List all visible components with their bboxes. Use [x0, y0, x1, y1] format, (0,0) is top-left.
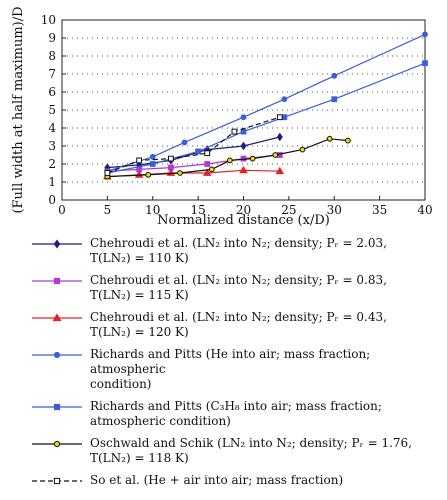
series-4 [104, 31, 428, 175]
data-point [422, 31, 428, 38]
legend-item: Richards and Pitts (C₃H₈ into air; mass … [30, 399, 440, 429]
data-point [276, 114, 283, 121]
y-axis-label: (Full width at half maximum)/D [11, 6, 26, 213]
y-tick-label: 8 [48, 49, 56, 63]
legend-item: Oschwald and Schik (LN₂ into N₂; density… [30, 436, 440, 466]
data-point [208, 166, 215, 173]
data-point [53, 440, 61, 448]
data-point [299, 146, 306, 153]
legend-swatch [32, 277, 82, 285]
series-layer [103, 31, 428, 180]
legend-item: Richards and Pitts (He into air; mass fr… [30, 347, 440, 392]
data-point [281, 96, 288, 103]
x-tick-label: 35 [372, 203, 387, 217]
data-point [168, 155, 174, 162]
data-point [104, 170, 111, 176]
y-tick-label: 10 [41, 13, 56, 27]
data-point [331, 96, 338, 103]
y-tick-label: 1 [48, 175, 56, 189]
series-line [107, 138, 348, 178]
data-point [240, 128, 247, 135]
data-point [202, 168, 212, 176]
y-tick-label: 0 [48, 193, 56, 207]
data-point [326, 135, 333, 142]
data-point [53, 477, 61, 485]
legend-swatch [32, 477, 82, 485]
y-tick-label: 4 [48, 121, 56, 135]
x-tick-label: 20 [236, 203, 251, 217]
legend-label: Richards and Pitts (He into air; mass fr… [90, 347, 371, 391]
legend-label: So et al. (He + air into air; mass fract… [90, 473, 344, 487]
legend-item: Chehroudi et al. (LN₂ into N₂; density; … [30, 310, 440, 340]
series-line [107, 116, 280, 174]
legend-swatch [32, 440, 82, 448]
data-point [344, 137, 351, 144]
legend-item: So et al. (He + air into air; mass fract… [30, 473, 440, 488]
series-line [107, 154, 280, 172]
y-tick-label: 5 [48, 103, 56, 117]
y-tick-label: 2 [48, 157, 56, 171]
data-point [204, 161, 211, 167]
legend-label: Oschwald and Schik (LN₂ into N₂; density… [90, 436, 412, 465]
data-point [249, 155, 256, 162]
data-point [53, 277, 61, 285]
data-point [226, 157, 233, 164]
data-point [276, 132, 283, 142]
series-line [107, 136, 280, 169]
data-point [195, 148, 202, 155]
data-point [239, 165, 248, 174]
data-point [331, 72, 338, 79]
x-tick-label: 15 [190, 203, 205, 217]
x-tick-label: 40 [417, 203, 432, 217]
x-tick-label: 30 [327, 203, 342, 217]
data-point [52, 313, 62, 322]
data-point [136, 157, 143, 164]
y-tick-label: 3 [48, 139, 56, 153]
x-axis-label: Normalized distance (x/D) [157, 213, 330, 228]
legend-item: Chehroudi et al. (LN₂ into N₂; density; … [30, 236, 440, 266]
series-line [107, 33, 426, 172]
legend-label: Chehroudi et al. (LN₂ into N₂; density; … [90, 236, 387, 265]
data-point [53, 351, 61, 359]
data-point [53, 403, 61, 411]
data-point [240, 114, 247, 121]
data-point [149, 153, 156, 160]
data-point [275, 166, 285, 175]
x-tick-label: 10 [145, 203, 160, 217]
y-tick-label: 7 [48, 67, 56, 81]
grid-lines [62, 37, 425, 183]
data-point [231, 128, 238, 135]
data-point [240, 141, 247, 151]
legend-swatch [32, 351, 82, 359]
data-point [272, 152, 279, 158]
legend-label: Richards and Pitts (C₃H₈ into air; mass … [90, 399, 382, 428]
data-point [149, 161, 156, 167]
legend-swatch [32, 403, 82, 411]
y-tick-label: 6 [48, 85, 56, 99]
series-7 [104, 114, 283, 176]
data-point [53, 239, 61, 249]
legend: Chehroudi et al. (LN₂ into N₂; density; … [30, 236, 440, 495]
legend-swatch [32, 313, 82, 322]
legend-label: Chehroudi et al. (LN₂ into N₂; density; … [90, 273, 387, 302]
x-tick-label: 0 [58, 203, 66, 217]
legend-label: Chehroudi et al. (LN₂ into N₂; density; … [90, 310, 387, 339]
data-point [204, 150, 211, 157]
data-point [177, 170, 183, 176]
legend-swatch [32, 239, 82, 249]
data-point [422, 60, 428, 67]
data-point [181, 139, 188, 146]
data-point [145, 171, 152, 178]
x-tick-label: 5 [104, 203, 112, 217]
legend-item: Chehroudi et al. (LN₂ into N₂; density; … [30, 273, 440, 303]
y-tick-label: 9 [48, 31, 56, 45]
x-tick-label: 25 [281, 203, 296, 217]
